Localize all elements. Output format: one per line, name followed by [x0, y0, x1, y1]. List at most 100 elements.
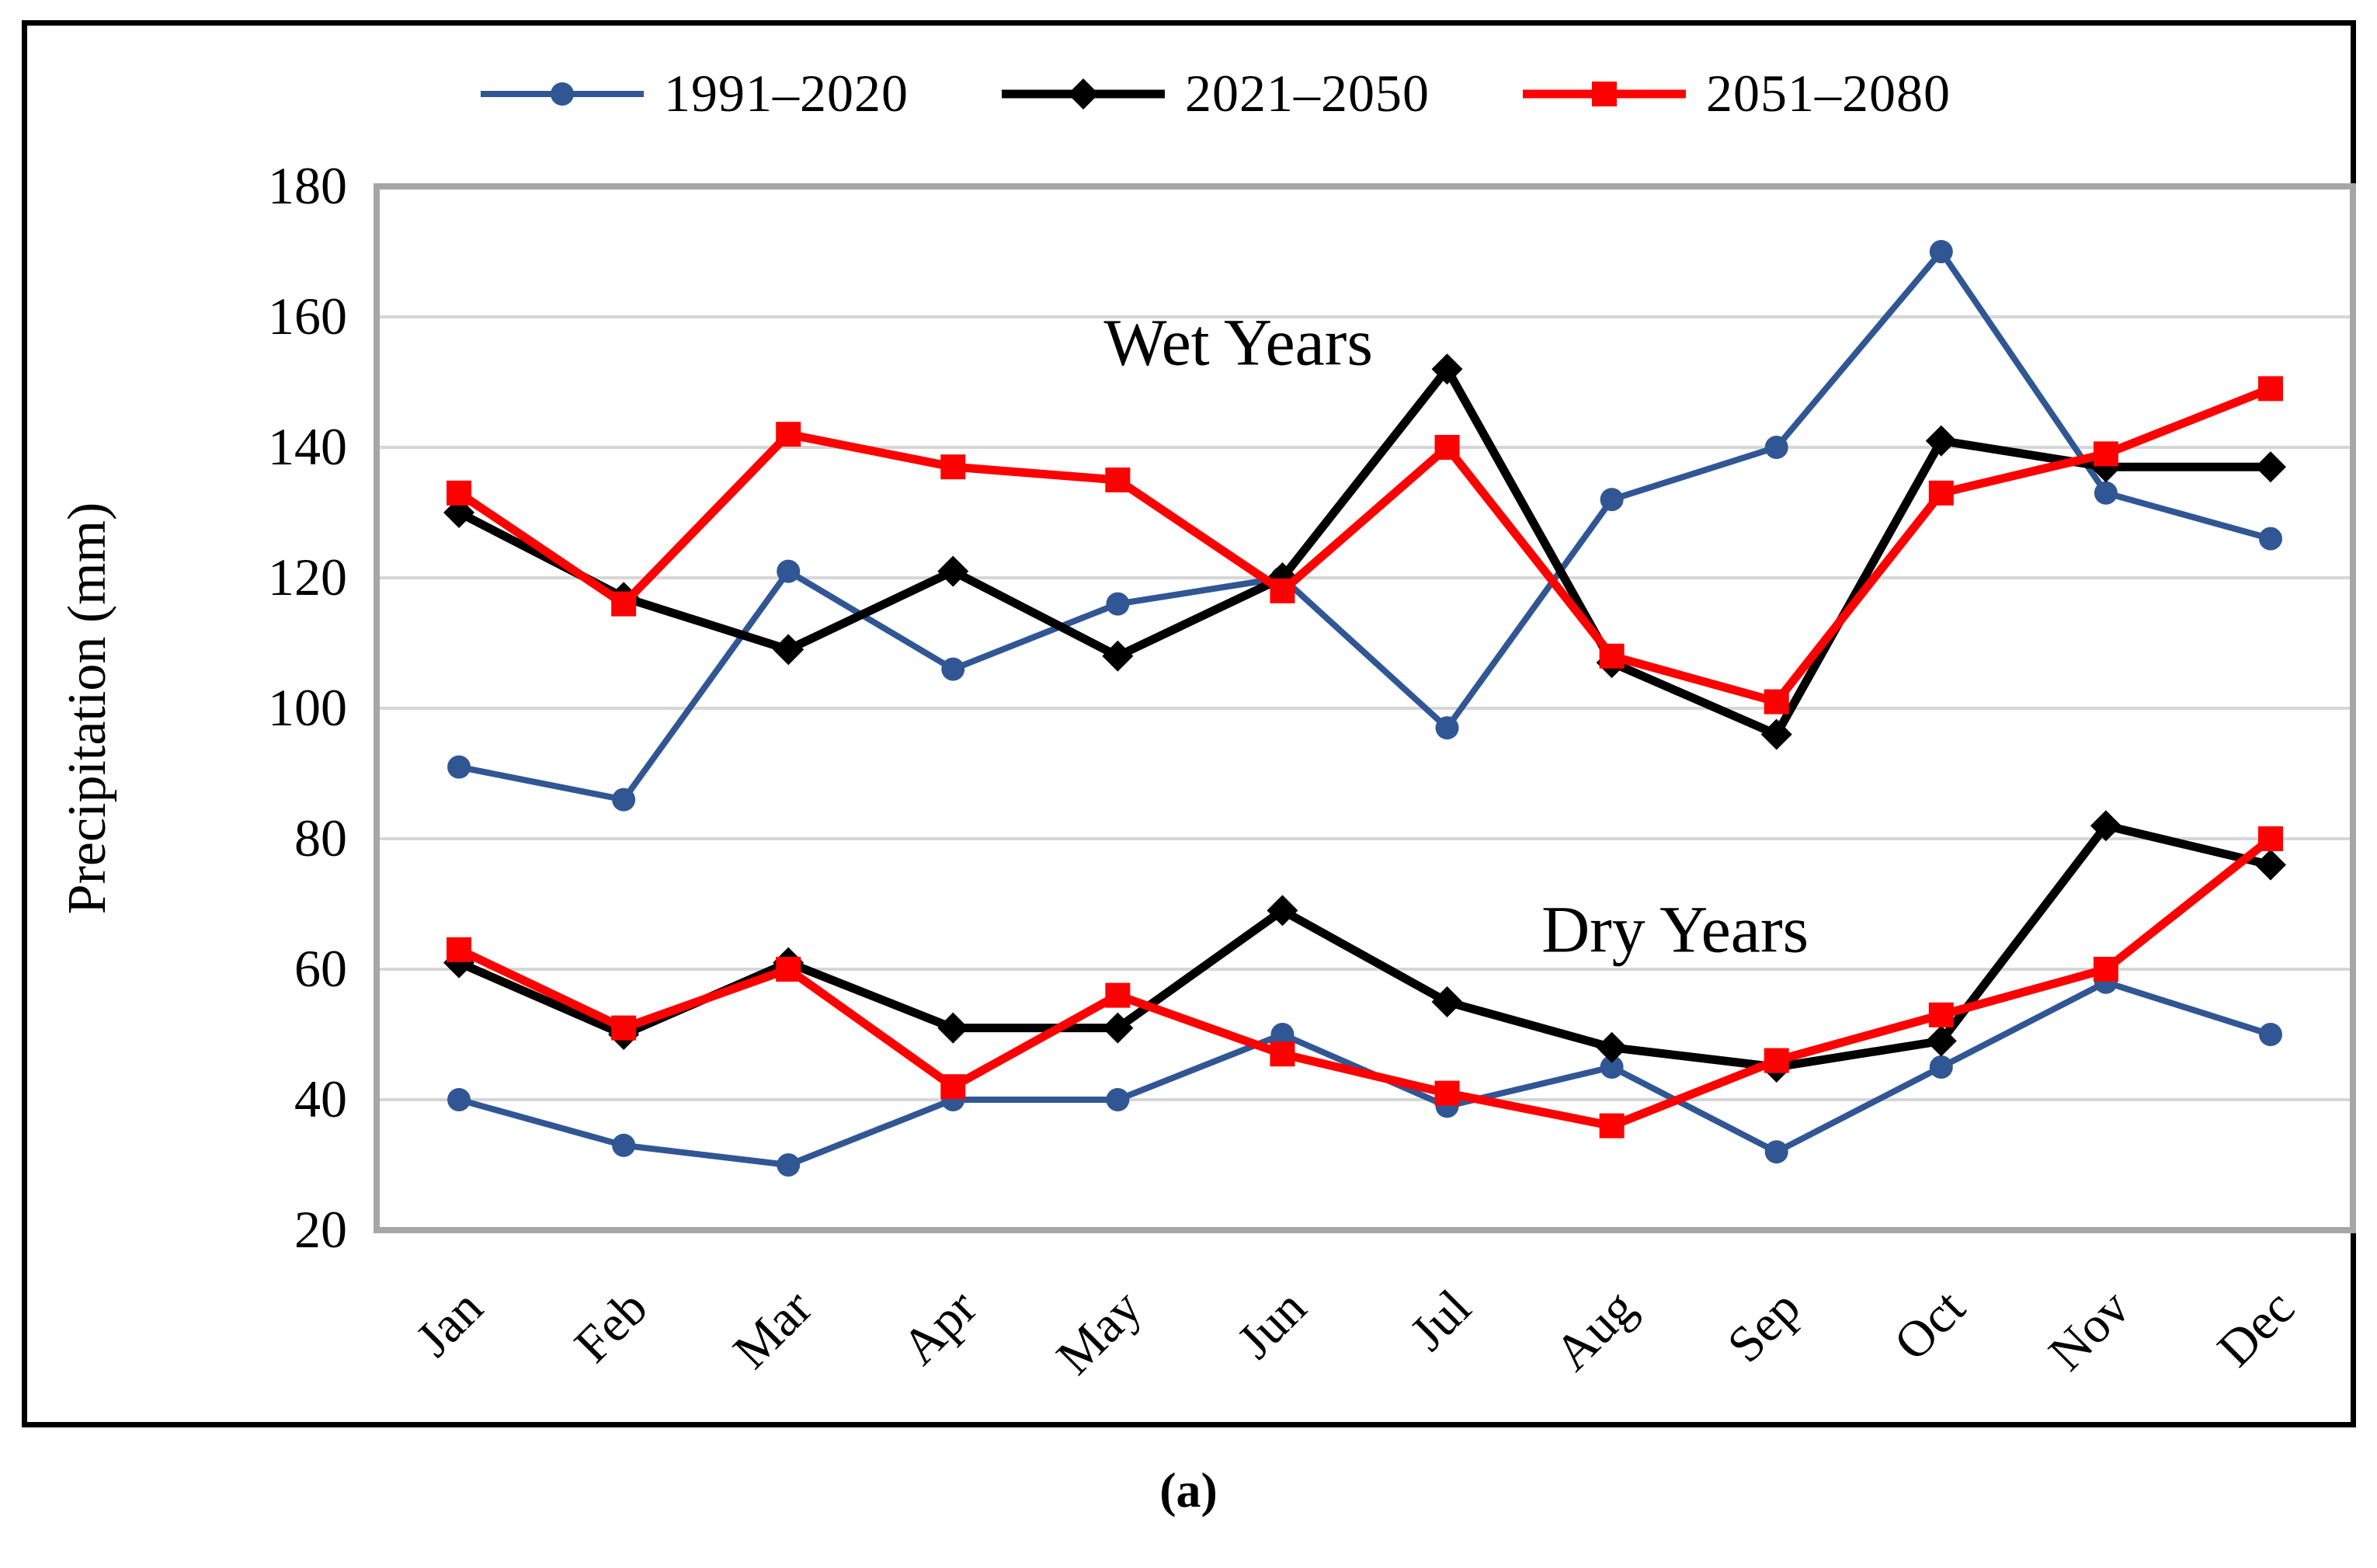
marker-square-dry-2051-2080	[940, 1074, 966, 1100]
x-tick-label: Aug	[1544, 1279, 1646, 1382]
marker-square-dry-2051-2080	[2257, 826, 2283, 851]
y-tick-label: 100	[268, 678, 347, 737]
figure-caption: (a)	[1159, 1462, 1218, 1518]
legend-item-1991-2020: 1991–2020	[481, 63, 909, 124]
marker-circle-wet-1991-2020	[941, 657, 965, 681]
marker-square-dry-2051-2080	[611, 1015, 637, 1041]
x-tick-label: Nov	[2038, 1279, 2140, 1382]
marker-square-dry-2051-2080	[776, 957, 801, 982]
marker-diamond-wet-2021-2050	[1925, 425, 1957, 457]
marker-square-wet-2051-2080	[940, 454, 966, 480]
marker-diamond-wet-2021-2050	[2254, 451, 2286, 483]
circle-marker-icon	[481, 82, 644, 106]
marker-diamond-dry-2021-2050	[1596, 1031, 1628, 1063]
y-tick-label: 20	[294, 1200, 347, 1259]
x-tick-label: Jan	[405, 1279, 494, 1368]
series-line-dry-2021-2050	[457, 821, 2272, 1072]
series-line-wet-2021-2050	[457, 364, 2271, 739]
marker-diamond-wet-2021-2050	[773, 634, 804, 666]
x-tick-label: Mar	[722, 1279, 822, 1379]
legend-label: 2021–2050	[1185, 64, 1430, 123]
x-tick-label: Oct	[1883, 1279, 1976, 1372]
marker-square-wet-2051-2080	[1105, 468, 1131, 492]
marker-square-wet-2051-2080	[776, 422, 801, 447]
annotation-wet-years: Wet Years	[1103, 305, 1373, 380]
marker-square-dry-2051-2080	[447, 937, 472, 962]
marker-diamond-dry-2021-2050	[1925, 1025, 1957, 1057]
marker-circle-wet-1991-2020	[447, 755, 471, 779]
marker-diamond-wet-2021-2050	[937, 555, 969, 587]
marker-square-wet-2051-2080	[2093, 441, 2118, 467]
y-tick-label: 160	[268, 287, 347, 346]
marker-circle-dry-1991-2020	[447, 1088, 471, 1111]
x-tick-label: Dec	[2207, 1279, 2306, 1378]
marker-square-wet-2051-2080	[1928, 480, 1954, 506]
marker-diamond-wet-2021-2050	[1760, 718, 1792, 750]
x-tick-label: Apr	[891, 1279, 988, 1375]
y-axis-title: Precipitation (mm)	[57, 502, 117, 915]
y-tick-label: 40	[294, 1069, 347, 1128]
marker-circle-dry-1991-2020	[1929, 1055, 1953, 1079]
marker-circle-dry-1991-2020	[777, 1153, 801, 1177]
y-tick-label: 180	[268, 156, 347, 215]
marker-square-wet-2051-2080	[1434, 435, 1460, 460]
legend-label: 2051–2080	[1706, 64, 1951, 123]
marker-square-dry-2051-2080	[1434, 1080, 1460, 1106]
x-tick-label: Sep	[1717, 1279, 1812, 1374]
marker-circle-dry-1991-2020	[1106, 1088, 1130, 1111]
legend-label: 1991–2020	[664, 64, 909, 123]
series-line-wet-1991-2020	[458, 249, 2272, 803]
marker-circle-wet-1991-2020	[1929, 240, 1953, 263]
marker-circle-wet-1991-2020	[1600, 488, 1624, 512]
marker-square-wet-2051-2080	[1270, 578, 1295, 603]
marker-circle-wet-1991-2020	[1764, 436, 1788, 459]
marker-diamond-dry-2021-2050	[1267, 895, 1298, 927]
x-tick-label: Feb	[564, 1279, 659, 1374]
marker-diamond-wet-2021-2050	[1102, 640, 1134, 672]
y-tick-label: 80	[294, 808, 347, 867]
diamond-marker-icon	[1002, 78, 1165, 110]
marker-circle-dry-1991-2020	[1600, 1055, 1624, 1079]
marker-square-dry-2051-2080	[1599, 1113, 1625, 1139]
marker-square-dry-2051-2080	[1105, 982, 1131, 1008]
marker-square-dry-2051-2080	[1270, 1041, 1295, 1067]
marker-circle-wet-1991-2020	[612, 787, 636, 812]
marker-diamond-dry-2021-2050	[1431, 986, 1463, 1017]
y-tick-label: 120	[268, 548, 347, 607]
legend-item-2051-2080: 2051–2080	[1523, 63, 1951, 124]
series-line-dry-2051-2080	[457, 835, 2274, 1131]
legend-item-2021-2050: 2021–2050	[1002, 63, 1430, 124]
chart-frame: 1991–2020 2021–2050 2051–2080 20 40 60 80 10…	[22, 20, 2356, 1427]
marker-circle-dry-1991-2020	[1270, 1023, 1294, 1046]
annotation-dry-years: Dry Years	[1541, 892, 1809, 967]
marker-diamond-dry-2021-2050	[937, 1012, 969, 1044]
marker-square-wet-2051-2080	[2257, 376, 2283, 402]
marker-square-dry-2051-2080	[1928, 1002, 1954, 1027]
marker-circle-dry-1991-2020	[2258, 1023, 2282, 1046]
marker-square-wet-2051-2080	[611, 591, 637, 617]
square-marker-icon	[1523, 81, 1686, 106]
marker-diamond-wet-2021-2050	[1431, 353, 1463, 385]
marker-diamond-dry-2021-2050	[2254, 849, 2286, 881]
marker-diamond-dry-2021-2050	[1102, 1012, 1134, 1044]
marker-circle-dry-1991-2020	[1764, 1140, 1788, 1164]
x-tick-label: May	[1046, 1279, 1152, 1385]
y-tick-label: 60	[294, 939, 347, 998]
marker-square-dry-2051-2080	[1764, 1048, 1789, 1073]
marker-square-wet-2051-2080	[1599, 643, 1625, 669]
x-tick-label: Jul	[1399, 1279, 1482, 1361]
marker-circle-dry-1991-2020	[612, 1133, 636, 1157]
marker-circle-wet-1991-2020	[2258, 527, 2282, 551]
series-line-wet-2051-2080	[456, 384, 2272, 707]
chart-legend: 1991–2020 2021–2050 2051–2080	[27, 63, 2377, 124]
marker-circle-wet-1991-2020	[1435, 716, 1459, 740]
marker-circle-wet-1991-2020	[2094, 481, 2118, 505]
marker-square-wet-2051-2080	[1764, 689, 1789, 714]
y-tick-label: 140	[268, 417, 347, 476]
marker-circle-wet-1991-2020	[1106, 592, 1130, 616]
precipitation-line-chart: 20 40 60 80 100 120 140 160 180 Jan Feb Mar Apr May Ju…	[57, 156, 2356, 1385]
marker-diamond-dry-2021-2050	[2090, 810, 2122, 842]
marker-circle-wet-1991-2020	[777, 559, 801, 583]
marker-square-wet-2051-2080	[447, 480, 472, 506]
